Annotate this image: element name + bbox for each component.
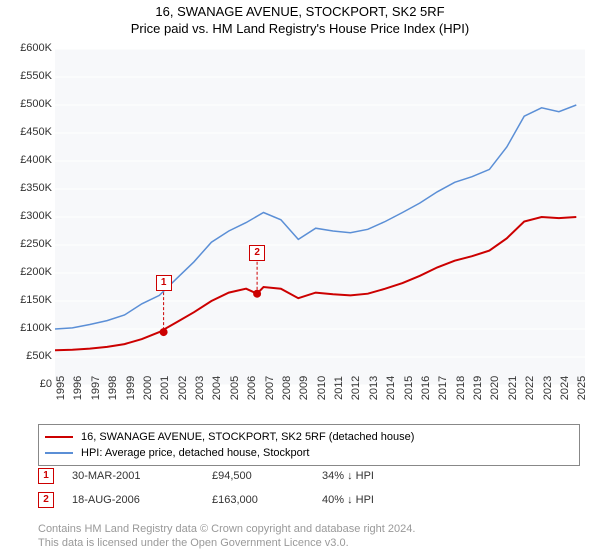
legend-item: 16, SWANAGE AVENUE, STOCKPORT, SK2 5RF (… (45, 429, 573, 445)
legend-label: HPI: Average price, detached house, Stoc… (81, 447, 310, 459)
legend: 16, SWANAGE AVENUE, STOCKPORT, SK2 5RF (… (38, 424, 580, 466)
x-tick-label: 2003 (194, 376, 206, 400)
y-tick-label: £350K (2, 182, 52, 194)
x-tick-label: 2020 (489, 376, 501, 400)
legend-swatch (45, 452, 73, 454)
y-tick-label: £400K (2, 154, 52, 166)
y-tick-label: £550K (2, 70, 52, 82)
x-tick-label: 1997 (90, 376, 102, 400)
x-tick-label: 2024 (559, 376, 571, 400)
y-tick-label: £450K (2, 126, 52, 138)
x-tick-label: 2000 (142, 376, 154, 400)
sale-dot (160, 328, 168, 336)
x-tick-label: 2008 (281, 376, 293, 400)
x-tick-label: 1998 (107, 376, 119, 400)
y-tick-label: £150K (2, 294, 52, 306)
y-tick-label: £500K (2, 98, 52, 110)
x-tick-label: 2018 (455, 376, 467, 400)
sale-row-marker: 1 (38, 468, 54, 484)
series-property (55, 217, 576, 350)
y-tick-label: £200K (2, 266, 52, 278)
x-tick-label: 1995 (55, 376, 67, 400)
x-tick-label: 1999 (125, 376, 137, 400)
sale-row: 2 18-AUG-2006£163,00040% ↓ HPI (38, 492, 442, 508)
y-tick-label: £100K (2, 322, 52, 334)
title-address: 16, SWANAGE AVENUE, STOCKPORT, SK2 5RF (0, 4, 600, 19)
x-tick-label: 2006 (246, 376, 258, 400)
x-tick-label: 2015 (403, 376, 415, 400)
legend-swatch (45, 436, 73, 438)
sale-row-marker: 2 (38, 492, 54, 508)
x-tick-label: 2016 (420, 376, 432, 400)
attribution-line1: Contains HM Land Registry data © Crown c… (38, 522, 415, 536)
sale-marker-1: 1 (156, 275, 172, 291)
x-tick-label: 2023 (542, 376, 554, 400)
legend-item: HPI: Average price, detached house, Stoc… (45, 445, 573, 461)
attribution: Contains HM Land Registry data © Crown c… (38, 522, 415, 551)
x-tick-label: 2025 (576, 376, 588, 400)
x-tick-label: 2021 (507, 376, 519, 400)
x-tick-label: 2017 (437, 376, 449, 400)
sale-price: £94,500 (212, 470, 322, 482)
x-tick-label: 2010 (316, 376, 328, 400)
sale-date: 18-AUG-2006 (72, 494, 212, 506)
x-tick-label: 2007 (264, 376, 276, 400)
chart-container: 16, SWANAGE AVENUE, STOCKPORT, SK2 5RF P… (0, 0, 600, 560)
x-tick-label: 2014 (385, 376, 397, 400)
y-tick-label: £50K (2, 350, 52, 362)
x-tick-label: 2004 (211, 376, 223, 400)
x-tick-label: 2022 (524, 376, 536, 400)
y-tick-label: £300K (2, 210, 52, 222)
sale-price: £163,000 (212, 494, 322, 506)
chart-svg (55, 49, 585, 385)
legend-label: 16, SWANAGE AVENUE, STOCKPORT, SK2 5RF (… (81, 431, 414, 443)
sale-date: 30-MAR-2001 (72, 470, 212, 482)
x-tick-label: 2012 (350, 376, 362, 400)
x-tick-label: 2013 (368, 376, 380, 400)
y-tick-label: £600K (2, 42, 52, 54)
sale-marker-2: 2 (249, 245, 265, 261)
x-tick-label: 2009 (298, 376, 310, 400)
x-tick-label: 2011 (333, 376, 345, 400)
attribution-line2: This data is licensed under the Open Gov… (38, 536, 415, 550)
sale-pct: 40% ↓ HPI (322, 494, 442, 506)
y-tick-label: £0 (2, 378, 52, 390)
y-tick-label: £250K (2, 238, 52, 250)
sale-dot (253, 290, 261, 298)
title-subtitle: Price paid vs. HM Land Registry's House … (0, 21, 600, 36)
x-tick-label: 2002 (177, 376, 189, 400)
x-tick-label: 2019 (472, 376, 484, 400)
x-tick-label: 2005 (229, 376, 241, 400)
sale-pct: 34% ↓ HPI (322, 470, 442, 482)
sale-row: 1 30-MAR-2001£94,50034% ↓ HPI (38, 468, 442, 484)
chart-plot-area (55, 48, 585, 385)
title-block: 16, SWANAGE AVENUE, STOCKPORT, SK2 5RF P… (0, 0, 600, 36)
x-tick-label: 1996 (72, 376, 84, 400)
x-tick-label: 2001 (159, 376, 171, 400)
